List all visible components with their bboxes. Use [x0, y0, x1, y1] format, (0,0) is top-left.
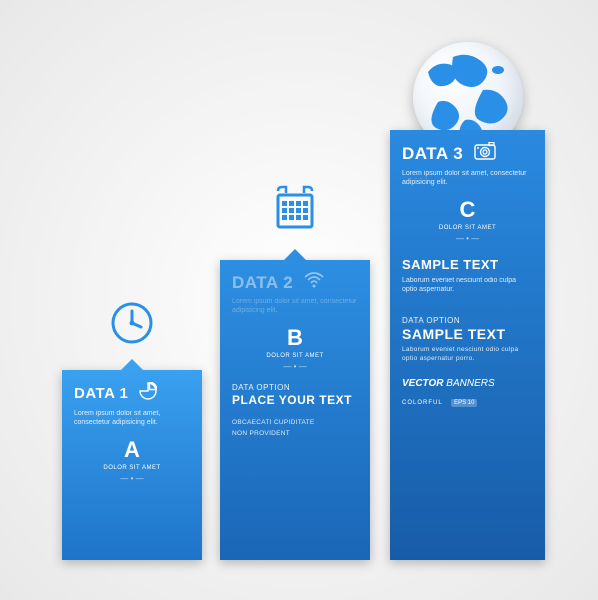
decoration-dots: — • — — [402, 234, 533, 243]
lorem-text: Lorem ipsum dolor sit amet, consectetur … — [232, 297, 358, 315]
lorem-text: Lorem ipsum dolor sit amet, consectetur … — [402, 169, 533, 187]
column-title: DATA 3 — [402, 144, 463, 164]
footer-brand: VECTOR BANNERS COLORFUL EPS 10 — [402, 373, 533, 409]
lorem-text: Lorem ipsum dolor sit amet, consectetur … — [74, 409, 190, 427]
section-main: SAMPLE TEXT — [402, 326, 533, 342]
tiny-line-2: NON PROVIDENT — [232, 430, 358, 438]
footer-brand-2: BANNERS — [446, 378, 494, 389]
sample-lorem: Laborum eveniet nesciunt odio culpa opti… — [402, 276, 533, 294]
column-letter: B — [232, 325, 358, 351]
column-letter: C — [402, 197, 533, 223]
dolor-label: DOLOR SIT AMET — [74, 465, 190, 471]
tiny-line-1: OBCAECATI CUPIDITATE — [232, 419, 358, 427]
section-label: DATA OPTION — [402, 316, 533, 325]
panel-2: DATA 2 Lorem ipsum dolor sit amet, conse… — [220, 260, 370, 560]
column-title: DATA 2 — [232, 273, 293, 293]
panel-3: DATA 3 Lorem ipsum dolor sit amet, conse… — [390, 130, 545, 560]
decoration-dots: — • — — [232, 362, 358, 371]
pie-icon — [139, 382, 157, 405]
clock-icon — [109, 300, 155, 351]
tiny-line: Laborum eveniet nesciunt odio culpa opti… — [402, 346, 533, 363]
panel-1: DATA 1 Lorem ipsum dolor sit amet, conse… — [62, 370, 202, 560]
wifi-icon — [304, 272, 324, 293]
column-title: DATA 1 — [74, 385, 128, 402]
infographic-column-1: DATA 1 Lorem ipsum dolor sit amet, conse… — [62, 370, 202, 560]
footer-brand-1: VECTOR — [402, 378, 444, 389]
sample-title: SAMPLE TEXT — [402, 257, 533, 272]
section-label: DATA OPTION — [232, 383, 358, 392]
footer-eps: EPS 10 — [451, 399, 477, 407]
footer-sub: COLORFUL — [402, 400, 443, 406]
decoration-dots: — • — — [74, 474, 190, 483]
camera-icon — [474, 142, 496, 165]
calendar-icon — [270, 185, 320, 240]
section-main: PLACE YOUR TEXT — [232, 393, 358, 407]
column-letter: A — [74, 437, 190, 463]
dolor-label: DOLOR SIT AMET — [232, 353, 358, 359]
infographic-column-2: DATA 2 Lorem ipsum dolor sit amet, conse… — [220, 260, 370, 560]
dolor-label: DOLOR SIT AMET — [402, 225, 533, 231]
infographic-column-3: DATA 3 Lorem ipsum dolor sit amet, conse… — [390, 130, 545, 560]
